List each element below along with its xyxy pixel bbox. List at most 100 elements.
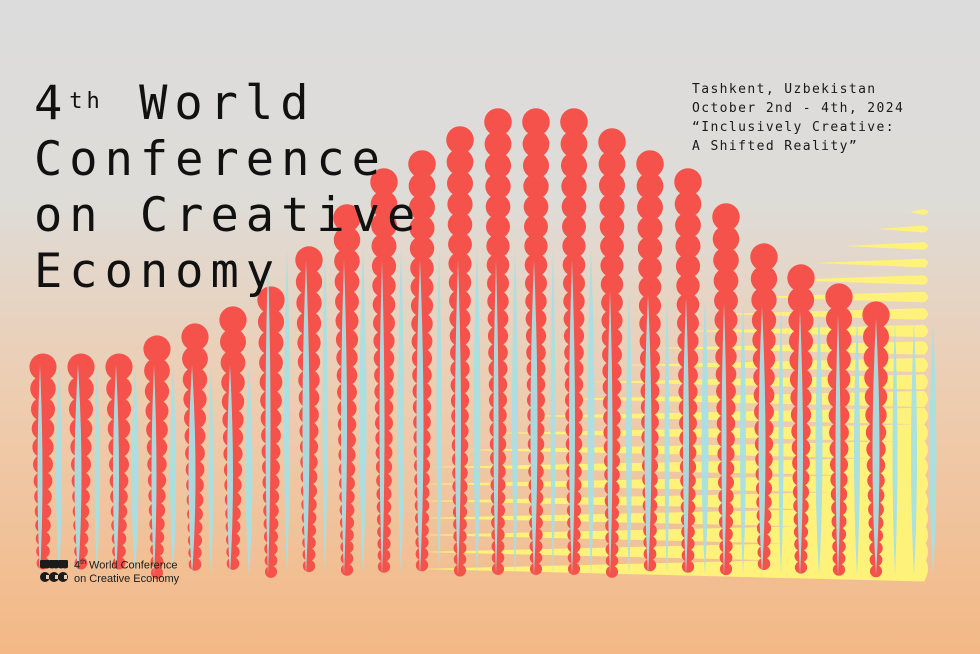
red-dot	[713, 268, 739, 294]
red-dot	[408, 150, 436, 178]
red-dot	[297, 331, 321, 355]
red-dot	[146, 437, 168, 458]
red-dot	[712, 225, 740, 253]
red-dot	[757, 545, 771, 559]
red-dot	[751, 308, 777, 333]
red-dot	[453, 553, 467, 566]
red-dot	[560, 108, 588, 136]
red-dot	[600, 234, 624, 259]
blue-spike	[911, 322, 917, 575]
red-dot	[220, 350, 246, 375]
title-line-4: Economy	[34, 244, 282, 299]
red-dot	[257, 308, 285, 335]
red-dot	[484, 108, 512, 136]
blue-spike	[94, 365, 100, 575]
red-dot	[598, 128, 626, 156]
blue-spike	[530, 260, 538, 575]
red-dot	[409, 194, 435, 221]
blue-spike	[208, 365, 214, 575]
red-dot	[486, 214, 510, 239]
red-dot	[371, 254, 397, 279]
red-dot	[31, 417, 55, 440]
red-dot	[410, 294, 434, 317]
blue-spike	[322, 250, 328, 575]
red-dot	[147, 471, 167, 490]
red-dot	[676, 293, 700, 316]
red-dot	[224, 476, 242, 494]
event-location: Tashkent, Uzbekistan	[692, 82, 877, 97]
red-dot	[715, 346, 737, 368]
red-dot	[567, 515, 581, 530]
red-dot	[598, 150, 626, 178]
red-dot	[602, 344, 622, 365]
red-dot	[676, 273, 700, 298]
red-dot	[643, 558, 657, 572]
red-dot	[183, 387, 207, 411]
blue-spike	[398, 250, 404, 575]
red-dot	[643, 535, 657, 549]
red-dot	[750, 265, 778, 293]
yellow-stripe	[814, 258, 928, 268]
blue-spike	[473, 250, 481, 575]
red-dot	[752, 328, 776, 352]
red-dot	[567, 528, 581, 542]
red-dot	[262, 458, 280, 477]
red-dot	[296, 311, 322, 336]
red-dot	[523, 173, 549, 200]
red-dot	[601, 291, 623, 314]
blue-spike	[644, 294, 652, 575]
red-dot	[302, 559, 316, 573]
red-dot	[259, 350, 283, 375]
yellow-stripe	[846, 242, 928, 250]
blue-spike	[929, 324, 937, 575]
red-dot	[563, 308, 585, 330]
yellow-stripe	[494, 424, 928, 442]
red-dot	[333, 226, 361, 254]
red-dot	[373, 312, 395, 335]
blue-spike	[245, 365, 253, 575]
blue-spike	[815, 312, 823, 575]
yellow-stripe	[718, 308, 928, 320]
red-dot	[108, 454, 130, 475]
red-dot	[638, 256, 662, 280]
red-dot	[750, 243, 778, 271]
red-dot	[522, 152, 550, 179]
blue-spike	[455, 260, 461, 575]
red-dot	[562, 272, 586, 295]
red-dot	[561, 173, 587, 200]
red-dot	[223, 444, 243, 464]
logo-mark-icon	[40, 559, 68, 582]
red-dot	[599, 193, 625, 219]
red-dot	[681, 525, 695, 539]
red-dot	[681, 549, 695, 562]
red-dot	[371, 212, 397, 239]
red-dot	[188, 558, 202, 571]
red-dot	[105, 353, 133, 381]
red-dot	[524, 272, 548, 295]
blue-spike	[113, 365, 119, 575]
blue-spike	[550, 250, 556, 575]
red-dot	[522, 130, 550, 158]
red-dot	[757, 557, 771, 571]
red-dot	[601, 309, 623, 331]
blue-spike	[131, 365, 139, 575]
red-dot	[605, 554, 619, 567]
red-dot	[677, 348, 699, 369]
red-dot	[491, 551, 505, 565]
red-dot	[788, 308, 814, 334]
red-dot	[719, 562, 733, 576]
blue-spike	[265, 260, 271, 575]
blue-spike	[607, 290, 613, 575]
red-dot	[264, 554, 278, 567]
red-dot	[143, 335, 171, 363]
red-dot	[712, 203, 740, 231]
red-dot	[182, 345, 208, 372]
blue-spike	[854, 316, 860, 575]
blue-spike	[74, 365, 82, 575]
red-dot	[600, 254, 624, 278]
blue-spikes	[37, 250, 937, 575]
red-dot	[111, 517, 127, 534]
red-dot	[338, 431, 356, 449]
red-dot	[488, 342, 508, 363]
red-dot	[636, 172, 664, 200]
